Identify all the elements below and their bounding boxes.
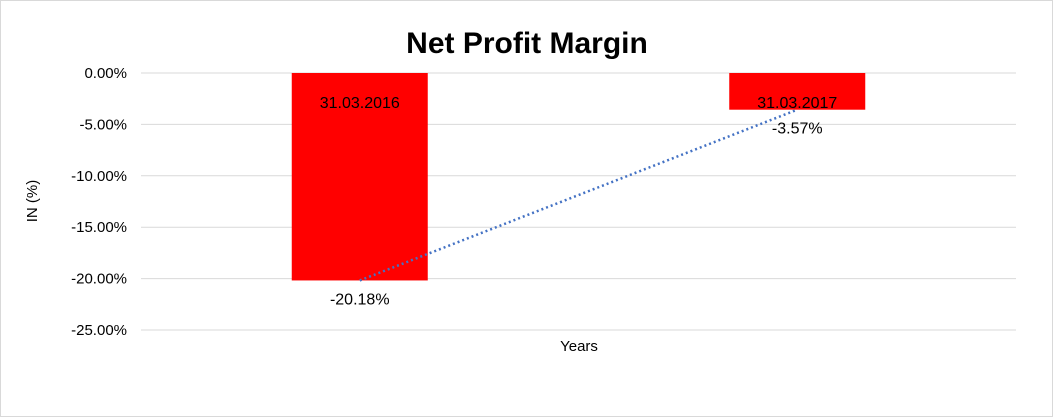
bars (291, 73, 866, 281)
y-tick-label: 0.00% (84, 65, 127, 82)
chart-title: Net Profit Margin (406, 27, 648, 60)
x-axis-title: Years (560, 338, 598, 355)
data-label: -20.18% (330, 291, 390, 308)
gridlines (141, 72, 1016, 331)
y-tick-label: -25.00% (71, 322, 127, 339)
data-label: -3.57% (772, 121, 823, 138)
trendline-layer (359, 108, 798, 282)
y-axis-ticks: 0.00% -5.00% -10.00% -15.00% -20.00% -25.00% (71, 65, 127, 339)
y-axis-title: IN (%) (24, 180, 41, 223)
bar (291, 73, 428, 281)
y-tick-label: -5.00% (79, 116, 127, 133)
y-tick-label: -20.00% (71, 271, 127, 288)
y-tick-label: -10.00% (71, 168, 127, 185)
y-tick-label: -15.00% (71, 219, 127, 236)
data-labels: 31.03.2016 -20.18% 31.03.2017 -3.57% (320, 95, 838, 308)
category-label: 31.03.2016 (320, 95, 400, 112)
trendline (359, 108, 798, 282)
bar (729, 73, 866, 110)
category-label: 31.03.2017 (757, 95, 837, 112)
